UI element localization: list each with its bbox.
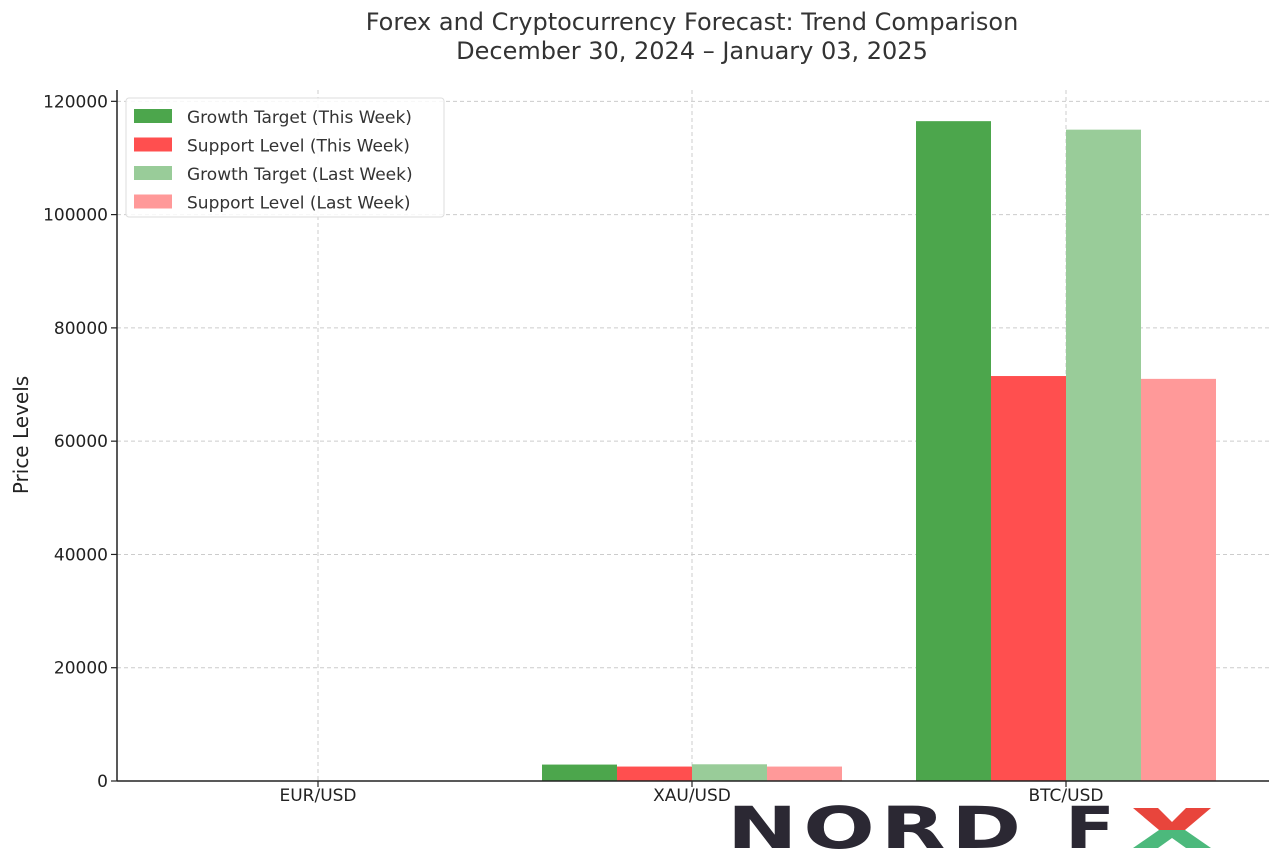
bar [916,121,991,782]
y-ticks-group: 0 20000 40000 60000 80000 100000 120000 [43,92,117,792]
axes-group [116,90,1269,782]
legend-label: Support Level (This Week) [187,137,410,157]
legend-swatch [134,137,172,152]
legend: Growth Target (This Week) Support Level (… [125,97,445,218]
y-axis-label: Price Levels [9,376,33,494]
legend-label: Support Level (Last Week) [187,194,411,214]
logo-text-x: X [1135,794,1213,862]
x-tick-label: XAU/USD [653,786,731,806]
chart-subtitle: December 30, 2024 – January 03, 2025 [456,37,928,65]
y-tick-label: 80000 [54,319,108,339]
logo-text-f: F [1065,794,1120,862]
legend-box [125,97,445,218]
bar [767,766,842,781]
y-tick-label: 40000 [54,545,108,565]
bar [991,376,1066,781]
legend-swatch [134,166,172,180]
logo-x-red [1133,808,1211,830]
y-tick-label: 60000 [54,432,108,452]
x-ticks-group: EUR/USD XAU/USD BTC/USD [279,781,1103,806]
legend-label: Growth Target (Last Week) [187,165,413,185]
bar [617,766,692,781]
y-tick-label: 20000 [54,659,108,679]
nordfx-logo: NORD F X [727,794,1213,862]
bar [1141,378,1216,781]
bars-group [168,121,1216,782]
bar [542,764,617,781]
y-tick-label: 120000 [43,92,108,112]
legend-swatch [134,109,172,123]
y-tick-label: 0 [97,772,108,792]
logo-text-nord: NORD [727,794,1027,862]
bar [1066,129,1141,782]
chart-title: Forex and Cryptocurrency Forecast: Trend… [366,8,1019,36]
bar [692,764,767,781]
chart-title-group: Forex and Cryptocurrency Forecast: Trend… [366,8,1019,65]
logo-x-green [1133,830,1211,848]
y-tick-label: 100000 [43,206,108,226]
legend-label: Growth Target (This Week) [187,108,412,128]
x-tick-label: BTC/USD [1029,786,1104,806]
x-tick-label: EUR/USD [279,786,356,806]
legend-swatch [134,194,172,209]
